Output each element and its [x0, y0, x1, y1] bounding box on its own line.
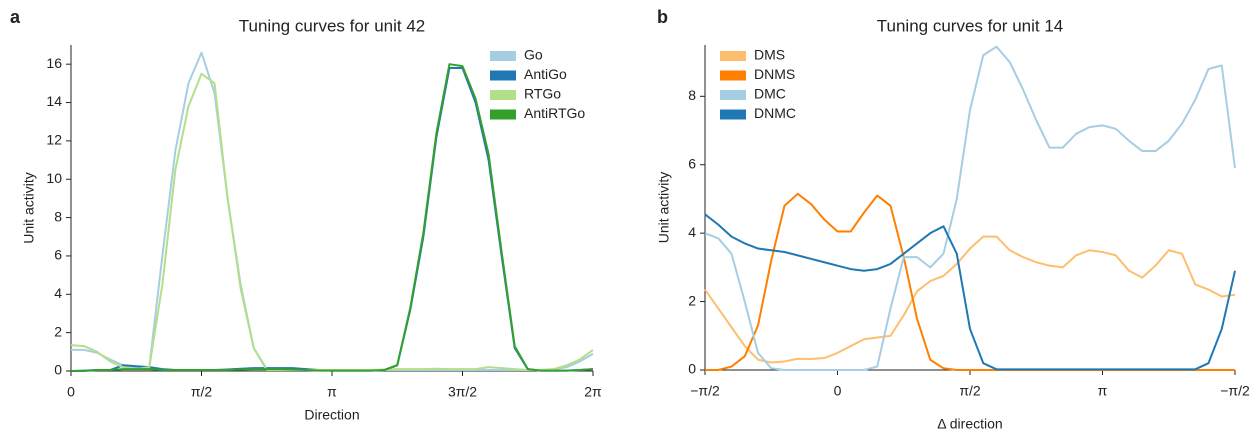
y-tick-label: 10 — [46, 170, 62, 186]
x-tick-label: −π/2 — [690, 383, 720, 399]
legend-label: DNMS — [754, 66, 795, 82]
y-tick-label: 6 — [688, 155, 696, 171]
legend-label: RTGo — [524, 86, 561, 102]
y-tick-label: 4 — [54, 285, 62, 301]
x-tick-label: 2π — [584, 384, 602, 400]
x-tick-label: 3π/2 — [448, 384, 477, 400]
y-axis-label: Unit activity — [21, 172, 37, 244]
y-tick-label: 2 — [688, 292, 696, 308]
y-tick-label: 16 — [46, 55, 62, 71]
legend-swatch — [720, 70, 746, 81]
x-tick-label: π — [1098, 383, 1108, 399]
chart-title: Tuning curves for unit 42 — [239, 16, 425, 35]
panel-label: a — [10, 7, 21, 27]
y-tick-label: 14 — [46, 93, 62, 109]
legend-label: Go — [524, 47, 543, 63]
y-tick-label: 0 — [688, 361, 696, 377]
y-tick-label: 12 — [46, 132, 62, 148]
legend-swatch — [720, 90, 746, 100]
legend-label: AntiRTGo — [524, 105, 585, 121]
x-tick-label: 0 — [834, 383, 842, 399]
legend-swatch — [490, 51, 516, 61]
series-line — [705, 192, 1235, 371]
x-tick-label: π/2 — [959, 383, 981, 399]
chart-title: Tuning curves for unit 14 — [877, 16, 1063, 35]
series-line — [71, 63, 594, 372]
x-axis-label: Δ direction — [937, 416, 1002, 432]
legend-label: AntiGo — [524, 66, 567, 82]
legend-label: DMS — [754, 47, 785, 63]
y-tick-label: 8 — [688, 87, 696, 103]
x-axis-label: Direction — [304, 407, 359, 423]
y-tick-label: 0 — [54, 362, 62, 378]
y-tick-label: 2 — [54, 323, 62, 339]
y-tick-label: 6 — [54, 247, 62, 263]
x-tick-label: π — [327, 384, 337, 400]
legend-label: DMC — [754, 86, 786, 102]
legend-swatch — [490, 109, 516, 120]
legend-swatch — [490, 90, 516, 100]
series-line — [71, 51, 594, 372]
x-tick-label: π/2 — [191, 384, 213, 400]
legend-swatch — [720, 51, 746, 61]
y-tick-label: 4 — [688, 224, 696, 240]
y-tick-label: 8 — [54, 208, 62, 224]
legend-swatch — [720, 109, 746, 120]
x-tick-label: −π/2 — [1220, 383, 1250, 399]
series-line — [704, 213, 1236, 371]
legend-swatch — [490, 70, 516, 81]
series-line — [704, 235, 1236, 364]
legend-label: DNMC — [754, 105, 796, 121]
panel-label: b — [657, 7, 668, 27]
x-tick-label: 0 — [67, 384, 75, 400]
y-axis-label: Unit activity — [656, 172, 672, 244]
series-line — [704, 45, 1236, 371]
